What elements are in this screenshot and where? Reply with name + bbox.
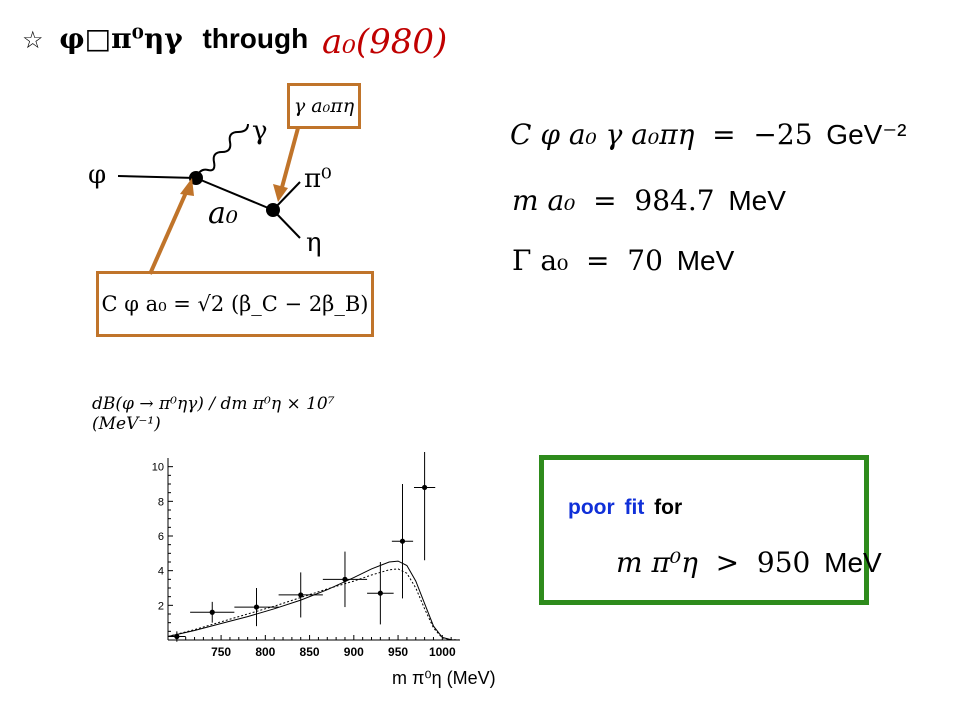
eq1-lhs: C φ a₀ γ a₀πη — [510, 118, 695, 151]
arrow-head-1-icon — [180, 178, 194, 196]
condition-lhs: m π⁰η — [616, 546, 698, 579]
data-point — [209, 609, 215, 615]
y-tick-label: 8 — [158, 496, 164, 508]
x-tick-label: 850 — [300, 645, 320, 659]
eq3-lhs: Γ a₀ — [512, 244, 569, 277]
eq1-unit: GeV⁻² — [826, 119, 907, 150]
eq2-lhs: m a₀ — [512, 184, 576, 217]
a0-line — [195, 177, 274, 211]
param-eq-1: C φ a₀ γ a₀πη = −25 GeV⁻² — [510, 118, 906, 151]
fit-condition: m π⁰η > 950 MeV — [616, 546, 882, 579]
eq3-op: = — [586, 244, 610, 277]
arrow-head-2-icon — [273, 184, 288, 202]
y-tick-label: 10 — [152, 462, 164, 474]
data-point — [377, 590, 383, 596]
slide-title: ☆ φ□π⁰ηγ through — [22, 22, 308, 55]
eq1-value: −25 — [753, 118, 813, 151]
poor-fit-text: poor fit for — [568, 496, 682, 520]
condition-value: 950 — [756, 546, 811, 579]
through-label: through — [202, 23, 309, 54]
data-point — [174, 633, 180, 640]
x-tick-label: 950 — [388, 645, 408, 659]
process-label: φ□π⁰ηγ — [59, 22, 183, 55]
x-tick-label: 1000 — [429, 645, 456, 659]
coupling-formula-box: C φ a₀ = √2 (β_C − 2β_B) — [96, 271, 374, 337]
feynman-diagram — [117, 123, 301, 275]
eq2-unit: MeV — [728, 185, 786, 216]
coupling-label-box: γ a₀πη — [287, 83, 361, 129]
phi-line — [117, 175, 197, 179]
star-icon: ☆ — [22, 27, 44, 54]
eq2-value: 984.7 — [634, 184, 715, 217]
condition-op: > — [715, 546, 740, 579]
data-point — [422, 484, 428, 491]
condition-unit: MeV — [824, 547, 882, 578]
eq1-op: = — [712, 118, 736, 151]
x-tick-label: 750 — [211, 645, 231, 659]
gamma-label: γ — [252, 116, 268, 146]
resonance-label: a₀(980) — [322, 22, 448, 62]
chart-xlabel: m π⁰η (MeV) — [392, 668, 496, 688]
x-tick-label: 900 — [344, 645, 364, 659]
data-point — [342, 576, 348, 582]
param-eq-3: Γ a₀ = 70 MeV — [512, 244, 734, 277]
chart-ylabel: dB(φ → π⁰ηγ) / dm π⁰η × 10⁷ (MeV⁻¹) — [92, 394, 335, 434]
y-tick-label: 2 — [158, 600, 164, 612]
eta-label: η — [306, 228, 322, 258]
coupling-label: γ a₀πη — [293, 95, 355, 117]
pi0-label: π⁰ — [304, 164, 332, 194]
data-point — [298, 592, 304, 598]
eq3-unit: MeV — [676, 245, 735, 276]
poor-word: poor — [568, 496, 615, 519]
vertex-a0 — [266, 203, 280, 217]
arrow-shaft-2 — [279, 127, 300, 192]
coupling-formula: C φ a₀ = √2 (β_C − 2β_B) — [101, 292, 369, 316]
vertex-phi — [189, 171, 203, 185]
spectrum-chart: 2 4 6 8 10 750 800 850 900 950 1000 — [152, 452, 461, 659]
phi-label: φ — [88, 160, 107, 190]
eq3-value: 70 — [627, 244, 663, 277]
solid-curve — [167, 560, 461, 641]
param-eq-2: m a₀ = 984.7 MeV — [512, 184, 786, 217]
poor-fit-box: poor fit for m π⁰η > 950 MeV — [539, 455, 882, 605]
arrow-shaft-1 — [148, 187, 190, 275]
eq2-op: = — [593, 184, 617, 217]
data-point — [399, 538, 406, 544]
for-word: for — [654, 496, 683, 519]
photon-line — [195, 123, 249, 179]
data-point — [253, 604, 260, 610]
y-tick-label: 4 — [158, 566, 164, 578]
x-tick-label: 800 — [255, 645, 275, 659]
y-tick-label: 6 — [158, 531, 164, 543]
fit-word: fit — [624, 496, 645, 519]
a0-label: a₀ — [208, 196, 238, 231]
